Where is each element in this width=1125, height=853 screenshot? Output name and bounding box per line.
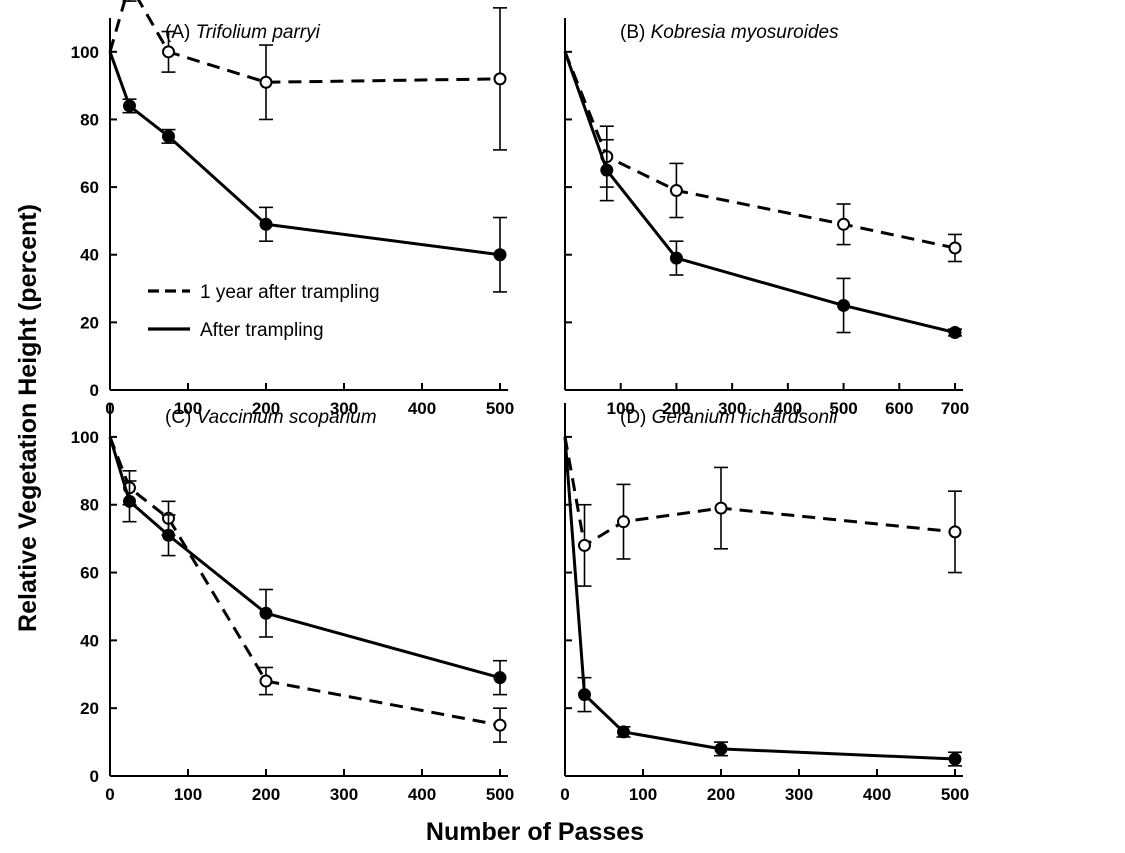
y-tick-label: 0 [90,767,99,786]
panel-title: (B) Kobresia myosuroides [620,22,839,43]
y-tick-label: 80 [80,110,99,129]
species-name: Trifolium parryi [196,22,321,43]
x-tick-label: 100 [629,785,657,804]
data-point-open [259,674,273,688]
species-name: Vaccinium scoparium [197,407,377,428]
data-point-open [493,72,507,86]
x-tick-label: 100 [607,399,635,418]
data-point-open [837,217,851,231]
x-tick-label: 700 [941,399,969,418]
x-tick-label: 500 [941,785,969,804]
x-tick-label: 0 [560,785,569,804]
panel-label: (D) [620,407,652,428]
y-tick-label: 40 [80,246,99,265]
data-point-open [714,501,728,515]
data-point-open [162,45,175,59]
x-tick-label: 500 [486,785,514,804]
data-point-filled [493,671,507,685]
panel-c: 0 20 40 60 80 100 0 100 200 300 400 500 (C) Vacciniu… [71,403,514,804]
x-tick-label: 200 [252,399,280,418]
legend: 1 year after trampling After trampling [148,282,380,341]
series-line-after-trampling [108,51,501,257]
x-tick-label: 0 [105,785,114,804]
data-point-filled [600,163,614,177]
y-tick-label: 0 [90,381,99,400]
y-tick-label: 60 [80,178,99,197]
series-line-1-year-after [108,436,501,727]
x-tick-label: 400 [408,785,436,804]
y-tick-label: 60 [80,564,99,583]
panel-label: (C) [165,407,197,428]
y-tick-label: 40 [80,631,99,650]
series-line-after-trampling [563,51,956,334]
x-tick-label: 300 [785,785,813,804]
data-point-open [617,515,630,529]
data-point-filled [669,251,683,265]
x-tick-label: 300 [330,399,358,418]
x-tick-label: 400 [774,399,802,418]
x-tick-label: 400 [408,399,436,418]
data-point-filled [578,688,591,702]
legend-label: After trampling [200,320,324,341]
panel-title: (A) Trifolium parryi [165,22,321,43]
data-point-filled [162,528,175,542]
data-point-filled [837,298,851,312]
x-tick-label: 100 [174,785,202,804]
data-point-filled [617,725,630,739]
x-tick-label: 300 [330,785,358,804]
y-tick-label: 100 [71,428,99,447]
series-line-after-trampling [108,436,501,680]
panel-label: (B) [620,22,651,43]
data-point-filled [714,742,728,756]
data-point-filled [948,326,962,340]
data-point-filled [493,248,507,262]
y-tick-label: 20 [80,313,99,332]
data-point-filled [259,217,273,231]
y-tick-label: 80 [80,496,99,515]
x-axis-title: Number of Passes [426,818,644,846]
x-tick-label: 200 [707,785,735,804]
panel-title: (D) Geranium richardsonii [620,407,838,428]
panel-d: 0 100 200 300 400 500 (D) Geranium richardsoni… [560,403,969,804]
data-point-open [578,538,591,552]
x-tick-label: 200 [662,399,690,418]
panel-title: (C) Vaccinium scoparium [165,407,377,428]
data-point-open [948,525,962,539]
x-tick-label: 100 [174,399,202,418]
data-point-open [948,241,962,255]
legend-label: 1 year after trampling [200,282,380,303]
panel-label: (A) [165,22,196,43]
data-point-open [259,75,273,89]
panel-b: 100 200 300 400 500 600 700 (B) Kobresia myosur… [563,18,969,418]
data-point-filled [123,99,136,113]
series-line-1-year-after [563,51,956,250]
data-point-filled [259,606,273,620]
species-name: Kobresia myosuroides [651,22,839,43]
data-point-open [669,183,683,197]
x-tick-label: 500 [829,399,857,418]
data-point-filled [162,129,175,143]
y-tick-label: 20 [80,699,99,718]
x-tick-label: 400 [863,785,891,804]
x-tick-label: 500 [486,399,514,418]
x-tick-label: 600 [885,399,913,418]
y-tick-label: 100 [71,43,99,62]
x-tick-label: 200 [252,785,280,804]
y-axis-title: Relative Vegetation Height (percent) [14,204,42,632]
x-tick-label: 300 [718,399,746,418]
species-name: Geranium richardsonii [652,407,839,428]
data-point-filled [948,752,962,766]
data-point-open [493,718,507,732]
data-point-filled [123,494,136,508]
